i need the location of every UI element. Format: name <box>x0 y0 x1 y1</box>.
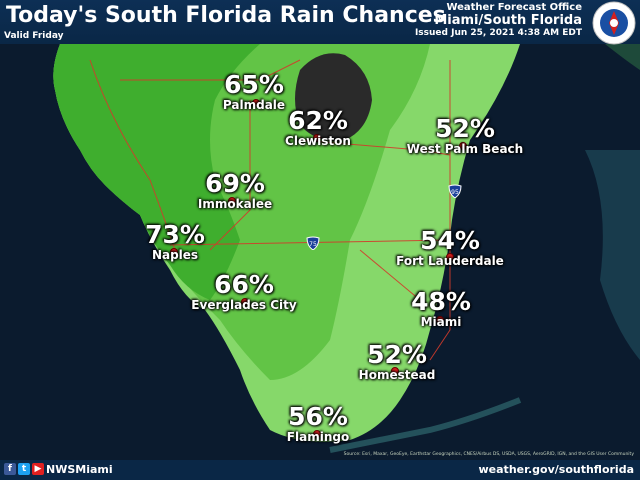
chance-value: 65% <box>224 70 284 99</box>
chance-value: 52% <box>367 340 427 369</box>
social-handle[interactable]: NWSMiami <box>46 463 113 476</box>
city-flamingo: 56% Flamingo <box>286 402 350 445</box>
office-line1: Weather Forecast Office <box>446 2 582 13</box>
noaa-nws-logo-icon <box>592 1 636 45</box>
city-name: Miami <box>420 315 462 329</box>
chance-value: 52% <box>435 114 495 143</box>
chance-value: 48% <box>411 287 471 316</box>
city-miami: 48% Miami <box>411 287 471 330</box>
city-name: Clewiston <box>285 134 351 148</box>
chance-value: 66% <box>214 270 274 299</box>
city-name: Homestead <box>358 368 436 382</box>
grand-bahama <box>600 40 640 70</box>
city-west-palm-beach: 52% West Palm Beach <box>406 114 524 157</box>
city-dot-miami <box>436 316 444 324</box>
i95-number: 95 <box>451 189 459 196</box>
city-palmdale: 65% Palmdale <box>222 70 286 113</box>
social-icons: f t ▶ <box>4 463 44 475</box>
valid-day: Valid Friday <box>4 31 64 41</box>
city-fort-lauderdale: 54% Fort Lauderdale <box>396 226 504 269</box>
city-clewiston: 62% Clewiston <box>285 106 351 149</box>
i75-number: 75 <box>309 241 317 248</box>
city-dot-fort-lauderdale <box>446 253 454 261</box>
i75-shield-icon: 75 <box>306 236 320 250</box>
i95-shield-icon: 95 <box>448 184 462 198</box>
city-everglades-city: 66% Everglades City <box>191 270 297 313</box>
chance-value: 54% <box>420 226 480 255</box>
city-naples: 73% Naples <box>145 220 205 263</box>
florida-keys <box>329 397 522 453</box>
office-line2: Miami/South Florida <box>434 13 582 28</box>
city-name: West Palm Beach <box>406 142 524 156</box>
issued-time: Issued Jun 25, 2021 4:38 AM EDT <box>414 28 582 38</box>
lake-okeechobee <box>295 53 372 141</box>
city-name: Everglades City <box>191 298 297 312</box>
land-high-band <box>53 44 261 300</box>
city-name: Fort Lauderdale <box>396 254 504 268</box>
city-dot-flamingo <box>313 430 321 438</box>
city-name: Immokalee <box>197 197 273 211</box>
city-dot-immokalee <box>228 197 236 205</box>
website-link[interactable]: weather.gov/southflorida <box>478 463 634 476</box>
city-homestead: 52% Homestead <box>358 340 436 383</box>
map-attribution: Source: Esri, Maxar, GeoEye, Earthstar G… <box>343 452 634 457</box>
city-dot-everglades-city <box>241 298 249 306</box>
city-dot-naples <box>170 248 178 256</box>
city-name: Naples <box>151 248 199 262</box>
header-bar <box>0 0 640 44</box>
city-dot-palmdale <box>252 99 260 107</box>
city-name: Flamingo <box>286 430 350 444</box>
city-dot-homestead <box>391 367 399 375</box>
city-name: Palmdale <box>222 98 286 112</box>
road-network <box>89 59 451 361</box>
bahamas-shallows <box>585 150 640 360</box>
city-immokalee: 69% Immokalee <box>197 169 273 212</box>
twitter-icon[interactable]: t <box>18 463 30 475</box>
city-dot-west-palm-beach <box>459 142 467 150</box>
youtube-icon[interactable]: ▶ <box>32 463 44 475</box>
chance-value: 69% <box>205 169 265 198</box>
chance-value: 62% <box>288 106 348 135</box>
chance-value: 56% <box>288 402 348 431</box>
facebook-icon[interactable]: f <box>4 463 16 475</box>
city-dot-clewiston <box>313 134 321 142</box>
footer-bar <box>0 460 640 480</box>
map-title: Today's South Florida Rain Chances <box>6 3 446 28</box>
chance-value: 73% <box>145 220 205 249</box>
office-info: Weather Forecast Office Miami/South Flor… <box>415 2 582 38</box>
